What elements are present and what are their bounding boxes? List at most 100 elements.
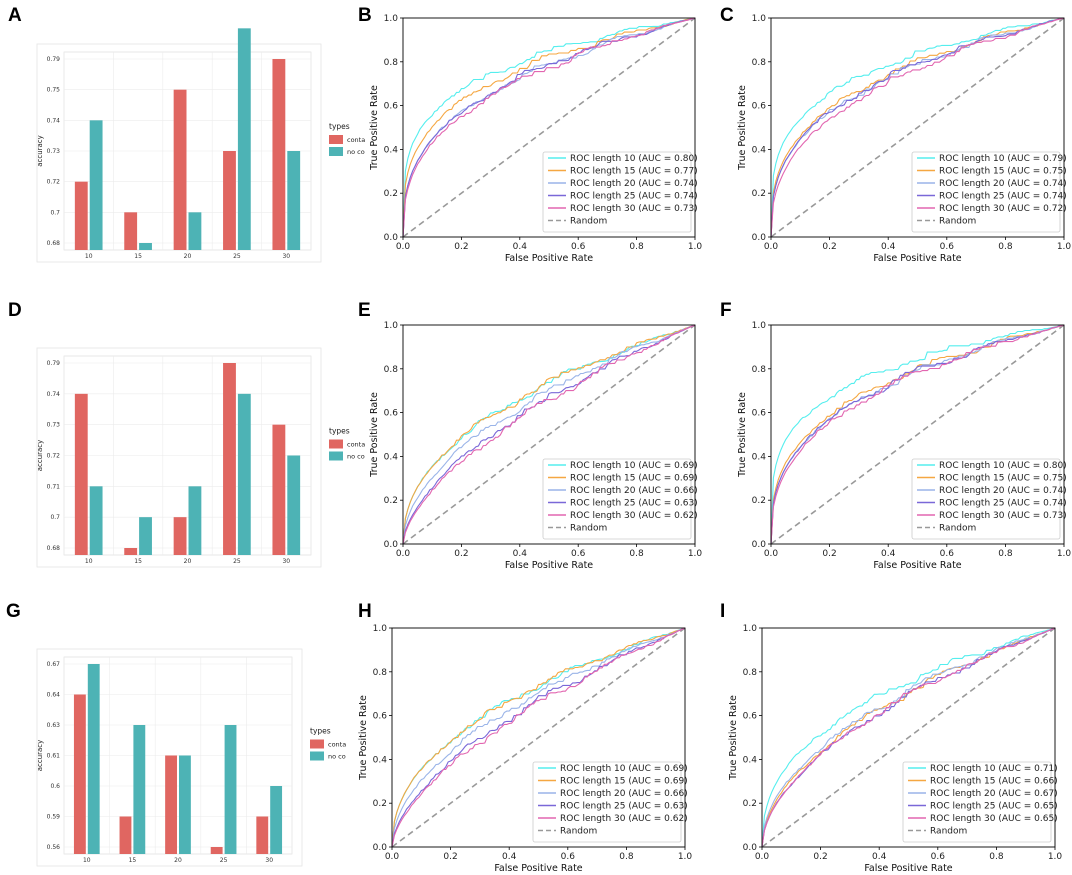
- legend-item-label: Random: [570, 524, 607, 534]
- legend-box: [902, 761, 1052, 843]
- roc-curve-5: [402, 324, 696, 545]
- panel-label: E: [358, 300, 371, 321]
- x-tick-label: 0.6: [940, 549, 955, 559]
- panel-b: B 0.00.0 0.2 0.2 0.4 0.4 0.6 0.6 0.8 0.8 1.0 1.0 Fal…: [358, 5, 702, 264]
- bar-no-co-15: [133, 725, 146, 854]
- y-tick-label: 0.4: [384, 145, 399, 155]
- y-tick-label: 0.6: [743, 712, 758, 722]
- x-tick-label: 25: [220, 857, 228, 864]
- x-tick-label: 1.0: [1057, 242, 1072, 252]
- x-tick-label: 0.6: [931, 852, 946, 862]
- random-line: [770, 324, 1065, 545]
- roc-curve-5: [402, 17, 696, 238]
- y-axis-label: True Positive Rate: [737, 85, 748, 171]
- legend-item-label: ROC length 25 (AUC = 0.74): [570, 192, 698, 202]
- y-tick-label: 0.4: [752, 452, 767, 462]
- legend-item-label: ROC length 15 (AUC = 0.77): [570, 167, 698, 177]
- x-tick-label: 0.4: [502, 852, 517, 862]
- y-tick-label: 0.8: [743, 668, 758, 678]
- panel-label: G: [6, 601, 21, 622]
- bar-conta-20: [173, 89, 187, 251]
- y-tick-label: 0.0: [743, 843, 758, 853]
- roc-curve-4: [391, 627, 686, 848]
- y-tick-label: 0.8: [752, 365, 767, 375]
- y-tick-label: 0.2: [384, 496, 398, 506]
- legend-item-label: ROC length 15 (AUC = 0.75): [939, 167, 1067, 177]
- bar-no-co-20: [188, 212, 202, 250]
- x-axis-label: False Positive Rate: [494, 863, 582, 874]
- legend-item-label: ROC length 30 (AUC = 0.72): [939, 204, 1067, 214]
- y-tick-label: 1.0: [384, 14, 399, 24]
- y-tick-label: 1.0: [373, 624, 388, 634]
- panel-label: H: [358, 601, 372, 622]
- bar-conta-20: [173, 517, 187, 555]
- bar-conta-25: [210, 847, 223, 854]
- y-axis-label: True Positive Rate: [728, 695, 739, 781]
- bar-no-co-25: [237, 393, 251, 555]
- roc-curve-5: [761, 627, 1056, 848]
- roc-curve-4: [770, 324, 1065, 545]
- y-tick-label: 0.74: [47, 117, 61, 124]
- y-tick-label: 0.6: [384, 102, 399, 112]
- legend-title: types: [310, 727, 331, 736]
- panel-f: F 0.00.0 0.2 0.2 0.4 0.4 0.6 0.6 0.8 0.8 1.0 1.0 Fal…: [720, 300, 1071, 571]
- x-tick-label: 0.8: [989, 852, 1004, 862]
- roc-curve-4: [770, 17, 1065, 238]
- roc-curve-1: [770, 324, 1065, 545]
- legend-box: [542, 458, 692, 540]
- axes-frame: [761, 627, 1056, 848]
- y-axis-label: True Positive Rate: [737, 392, 748, 478]
- x-tick-label: 0.6: [940, 242, 955, 252]
- roc-curve-2: [770, 324, 1065, 545]
- x-tick-label: 1.0: [1048, 852, 1063, 862]
- roc-curve-5: [770, 324, 1065, 545]
- legend-swatch: [329, 451, 343, 461]
- bar-conta-15: [119, 816, 132, 854]
- y-tick-label: 1.0: [752, 321, 767, 331]
- legend-item-label: ROC length 10 (AUC = 0.69): [570, 461, 698, 471]
- legend-item-label: ROC length 10 (AUC = 0.80): [570, 154, 698, 164]
- panel-g: G 0.56 0.59 0.6 0.61 0.63 0.64 0.67 10 15 20 25 30 ac…: [6, 601, 346, 867]
- axes-frame: [402, 17, 696, 238]
- random-line: [761, 627, 1056, 848]
- legend-item-label: ROC length 20 (AUC = 0.74): [939, 486, 1067, 496]
- y-tick-label: 0.0: [752, 540, 767, 550]
- x-tick-label: 0.6: [561, 852, 576, 862]
- bar-no-co-30: [270, 786, 283, 854]
- legend-title: types: [329, 427, 350, 436]
- x-tick-label: 15: [129, 857, 137, 864]
- axes-frame: [770, 17, 1065, 238]
- x-tick-label: 20: [174, 857, 182, 864]
- x-tick-label: 0.8: [998, 549, 1013, 559]
- roc-curve-1: [761, 627, 1056, 848]
- legend-item-label: ROC length 25 (AUC = 0.74): [939, 192, 1067, 202]
- legend-swatch: [310, 751, 324, 761]
- panel-d: D 0.68 0.7 0.71 0.72 0.73 0.74 0.79 10 15 20 25 30 ac…: [8, 300, 365, 568]
- panel-label: I: [720, 601, 725, 622]
- y-tick-label: 0.67: [47, 661, 61, 668]
- y-tick-label: 0.59: [47, 814, 61, 821]
- legend-box: [911, 151, 1061, 233]
- x-tick-label: 0.2: [822, 549, 836, 559]
- x-tick-label: 10: [85, 253, 93, 260]
- x-tick-label: 0.2: [454, 242, 468, 252]
- x-tick-label: 0.4: [881, 242, 896, 252]
- legend-item-label: ROC length 30 (AUC = 0.62): [570, 511, 698, 521]
- panel-label: F: [720, 300, 732, 321]
- legend-item-label: Random: [570, 217, 607, 227]
- panel-h: H 0.00.0 0.2 0.2 0.4 0.4 0.6 0.6 0.8 0.8 1.0 1.0 Fal…: [358, 601, 692, 874]
- roc-curve-3: [402, 324, 696, 545]
- x-tick-label: 1.0: [688, 549, 703, 559]
- x-axis-label: False Positive Rate: [873, 560, 961, 571]
- legend-item-label: ROC length 25 (AUC = 0.74): [939, 499, 1067, 509]
- y-tick-label: 0.6: [373, 712, 388, 722]
- bar-no-co-25: [237, 28, 251, 251]
- bar-no-co-20: [179, 755, 191, 854]
- y-tick-label: 0.73: [47, 422, 61, 429]
- legend-item-label: ROC length 25 (AUC = 0.65): [930, 802, 1058, 812]
- y-tick-label: 0.8: [373, 668, 388, 678]
- legend-item-label: ROC length 20 (AUC = 0.74): [570, 179, 698, 189]
- legend-item-label: ROC length 10 (AUC = 0.69): [560, 764, 688, 774]
- bar-no-co-30: [287, 151, 301, 250]
- y-tick-label: 0.2: [752, 189, 766, 199]
